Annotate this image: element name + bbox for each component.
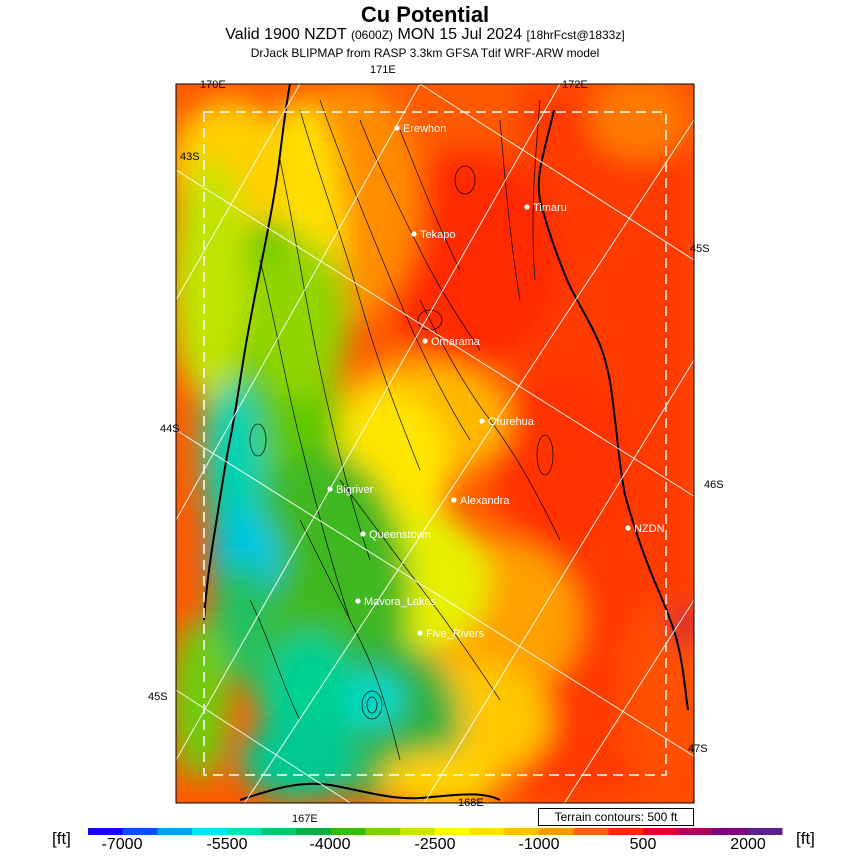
chart-title: Cu Potential xyxy=(360,2,490,27)
place-dot-nzdn xyxy=(625,525,631,531)
chart-subtitle: Valid 1900 NZDT (0600Z) MON 15 Jul 2024 … xyxy=(0,26,850,44)
place-label-oturehua: Oturehua xyxy=(488,416,535,428)
color-scale-swatch xyxy=(226,828,262,835)
place-label-nzdn: NZDN xyxy=(634,523,665,535)
place-dot-omarama xyxy=(422,338,428,344)
place-dot-bigriver xyxy=(327,486,333,492)
place-dot-fiverivers xyxy=(417,630,423,636)
place-dot-oturehua xyxy=(479,418,485,424)
lon-label-172e: 172E xyxy=(562,79,588,91)
color-scale-swatch xyxy=(330,828,367,835)
color-scale-swatch xyxy=(365,828,401,835)
place-label-tekapo: Tekapo xyxy=(420,229,455,241)
unit-label-left: [ft] xyxy=(52,829,71,848)
color-scale-swatch xyxy=(400,828,436,835)
scale-tick-label: -4000 xyxy=(309,836,351,853)
south-coastline xyxy=(239,782,501,801)
color-scale-swatch xyxy=(747,828,783,835)
valid-date: MON 15 Jul 2024 xyxy=(397,26,522,43)
place-markers: Erewhon Timaru Tekapo Omarama Oturehua B… xyxy=(327,123,665,640)
utc-time: (0600Z) xyxy=(351,28,394,42)
lat-label-45s-left: 45S xyxy=(148,691,168,703)
scale-tick-label: -2500 xyxy=(414,836,456,853)
color-scale-swatch xyxy=(539,828,575,835)
inner-domain-box xyxy=(203,111,667,776)
color-scale-swatch xyxy=(608,828,644,835)
color-scale-swatch xyxy=(435,828,471,835)
lon-label-167e: 167E xyxy=(292,813,318,825)
place-label-timaru: Timaru xyxy=(533,202,567,214)
west-coastline xyxy=(203,84,291,621)
lon-label-171e: 171E xyxy=(370,64,396,76)
color-scale-swatch xyxy=(296,828,332,835)
coastline xyxy=(537,109,689,711)
scale-tick-label: -7000 xyxy=(101,836,143,853)
color-scale-bar xyxy=(88,828,783,835)
place-dot-tekapo xyxy=(411,231,417,237)
forecast-info: [18hrFcst@1833z] xyxy=(526,28,625,42)
graticule xyxy=(176,84,694,803)
place-dot-erewhon xyxy=(394,125,400,131)
color-scale-swatch xyxy=(157,828,193,835)
lat-label-47s: 47S xyxy=(688,743,708,755)
scale-tick-label: 2000 xyxy=(730,836,766,853)
color-scale-swatch xyxy=(261,828,297,835)
color-scale-swatch xyxy=(122,828,158,835)
place-label-omarama: Omarama xyxy=(431,336,481,348)
color-scale-swatch xyxy=(712,828,748,835)
color-scale-swatch xyxy=(573,828,609,835)
lon-label-170e: 170E xyxy=(200,79,226,91)
color-scale-swatch xyxy=(643,828,679,835)
unit-label-right: [ft] xyxy=(796,829,815,848)
place-label-erewhon: Erewhon xyxy=(403,123,446,135)
valid-time: Valid 1900 NZDT xyxy=(225,26,347,43)
place-label-fiverivers: Five_Rivers xyxy=(426,628,485,640)
place-label-mavora: Mavora_Lakes xyxy=(364,596,437,608)
place-dot-mavora xyxy=(355,598,361,604)
color-scale-swatch xyxy=(192,828,228,835)
model-description: DrJack BLIPMAP from RASP 3.3km GFSA Tdif… xyxy=(250,46,600,60)
color-scale-swatch xyxy=(88,828,124,835)
cu-potential-field xyxy=(176,84,694,803)
lat-label-44s: 44S xyxy=(160,423,180,435)
place-dot-alexandra xyxy=(451,497,457,503)
terrain-contours xyxy=(249,99,561,761)
lon-label-168e: 168E xyxy=(458,797,484,809)
terrain-contours-note: Terrain contours: 500 ft xyxy=(538,808,694,826)
place-dot-timaru xyxy=(524,204,530,210)
lat-label-45s-right: 45S xyxy=(690,243,710,255)
place-label-alexandra: Alexandra xyxy=(460,495,510,507)
lat-label-46s: 46S xyxy=(704,479,724,491)
place-label-bigriver: Bigriver xyxy=(336,484,374,496)
scale-tick-label: 500 xyxy=(629,836,657,853)
map-frame xyxy=(175,83,695,804)
place-dot-queenstown xyxy=(360,531,366,537)
color-scale-swatch xyxy=(677,828,714,835)
color-scale-swatch xyxy=(504,828,540,835)
scale-tick-label: -1000 xyxy=(518,836,560,853)
scale-tick-label: -5500 xyxy=(206,836,248,853)
lat-label-43s: 43S xyxy=(180,151,200,163)
place-label-queenstown: Queenstown xyxy=(369,529,431,541)
color-scale-swatch xyxy=(469,828,505,835)
